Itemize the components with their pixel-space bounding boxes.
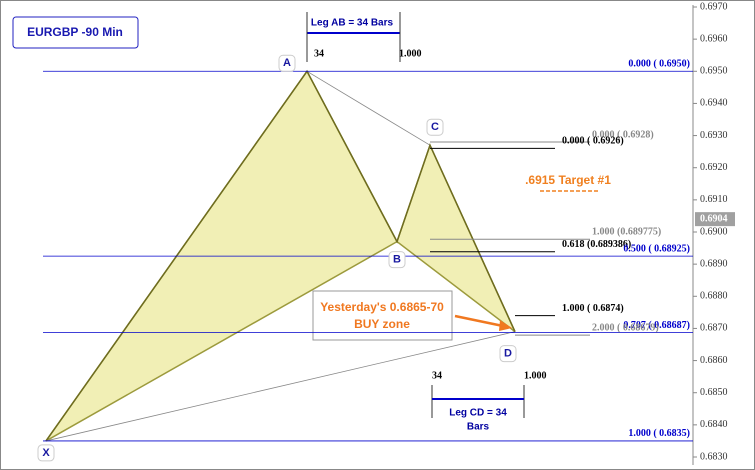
- point-label: D: [504, 348, 512, 360]
- leg-cd-start-label: 34: [432, 370, 442, 381]
- title-box: [12, 16, 139, 49]
- y-tick-label: 0.6930: [700, 130, 728, 141]
- fib-label: 2.000 ( 0.68679): [592, 322, 659, 333]
- chart-title: EURGBP -90 Min: [27, 25, 123, 39]
- fib-label: 1.000 ( 0.6874): [562, 303, 624, 314]
- leg-ab-start-label: 34: [314, 48, 324, 59]
- y-tick-label: 0.6850: [700, 387, 728, 398]
- last-price-label: 0.6904: [700, 213, 728, 224]
- fib-label: 0.000 ( 0.6950): [628, 59, 690, 70]
- target-text: .6915 Target #1: [525, 173, 611, 187]
- fib-label: 1.000 ( 0.6835): [628, 428, 690, 439]
- point-label-box: [426, 118, 444, 136]
- y-tick-label: 0.6920: [700, 162, 728, 173]
- buy-zone-text: BUY zone: [354, 317, 410, 331]
- y-tick-label: 0.6950: [700, 66, 728, 77]
- fib-label: 0.000 ( 0.6928): [592, 129, 654, 140]
- point-label: A: [283, 57, 291, 69]
- point-label: B: [393, 254, 401, 266]
- leg-cd-label: Bars: [467, 422, 490, 433]
- arrow-head: [499, 320, 512, 331]
- y-tick-label: 0.6880: [700, 291, 728, 302]
- leg-ab-end-label: 1.000: [399, 48, 422, 59]
- fib-label: 0.618 (0.689386): [562, 239, 631, 250]
- point-label-box: [499, 345, 517, 363]
- buy-zone-box: [312, 290, 453, 341]
- y-tick-label: 0.6830: [700, 451, 728, 462]
- leg-cd-end-label: 1.000: [524, 370, 547, 381]
- leg-cd-label: Leg CD = 34: [449, 408, 507, 419]
- point-label: C: [431, 121, 439, 133]
- y-tick-label: 0.6970: [700, 1, 728, 12]
- y-tick-label: 0.6870: [700, 323, 728, 334]
- fib-label: 1.000 (0.689775): [592, 227, 661, 238]
- y-tick-label: 0.6840: [700, 419, 728, 430]
- y-tick-label: 0.6860: [700, 355, 728, 366]
- y-tick-label: 0.6940: [700, 98, 728, 109]
- y-tick-label: 0.6910: [700, 194, 728, 205]
- pattern-line: [45, 69, 516, 442]
- last-price-marker: [695, 212, 735, 227]
- fib-label: 0.500 ( 0.68925): [623, 243, 690, 254]
- point-label-box: [278, 54, 296, 72]
- buy-zone-text: Yesterday's 0.6865-70: [320, 300, 444, 314]
- point-label-box: [388, 251, 406, 269]
- leg-ab-label: Leg AB = 34 Bars: [311, 18, 394, 29]
- x-d-line: [45, 331, 516, 442]
- y-tick-label: 0.6960: [700, 33, 728, 44]
- fib-label: 0.707 ( 0.68687): [623, 320, 690, 331]
- point-label: X: [42, 447, 50, 459]
- y-tick-label: 0.6890: [700, 258, 728, 269]
- a-c-line: [306, 70, 431, 146]
- buy-zone-arrow: [454, 314, 504, 328]
- y-tick-label: 0.6900: [700, 226, 728, 237]
- fib-label: 0.000 ( 0.6926): [562, 136, 624, 147]
- point-label-box: [37, 444, 55, 462]
